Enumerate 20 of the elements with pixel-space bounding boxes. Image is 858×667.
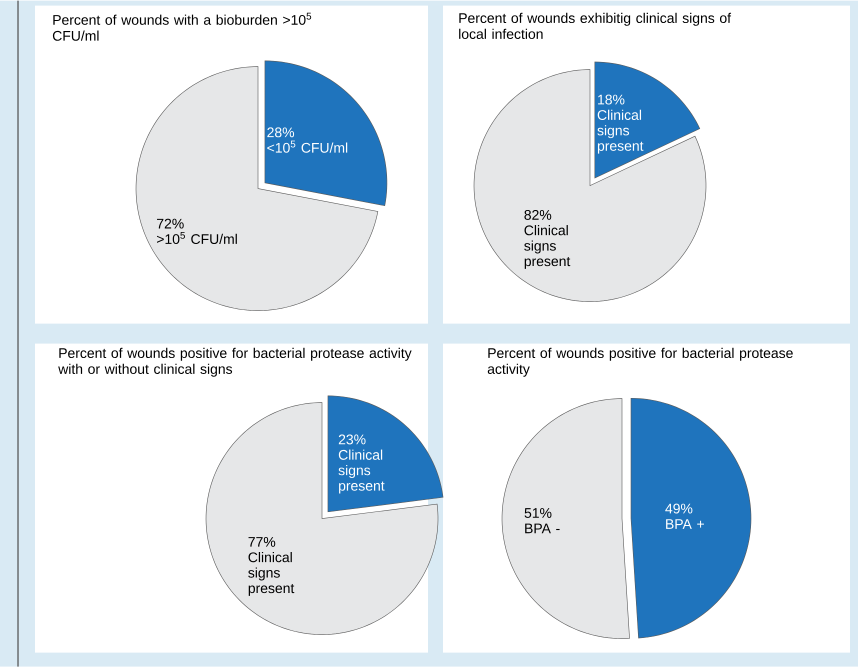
data-label: 49% (665, 504, 692, 514)
slice-label: Clinical signs present (248, 552, 294, 596)
data-label: 51% (524, 508, 552, 518)
data-label: 18% (598, 94, 624, 104)
slice-label: <10$^{5}$ CFU/ml (267, 140, 348, 153)
data-label: 28% (267, 127, 294, 138)
data-label: 82% (524, 210, 552, 220)
slice-label: >10$^{5}$ CFU/ml (156, 232, 237, 244)
slice-label: Clinical signs present (524, 224, 570, 269)
slice-label: Clinical signs present (597, 110, 644, 154)
data-label: 23% (338, 434, 366, 444)
data-label: 72% (157, 218, 184, 228)
slice-label: Clinical signs present (338, 449, 385, 494)
data-label: 77% (248, 536, 276, 547)
chart-title: Percent of wounds with a bioburden >10$^{5}$ CFU/ml (52, 12, 312, 41)
slice-label: BPA + (666, 519, 704, 529)
chart-title: Percent of wounds positive for bacterial protease activity with or without clinical signs (58, 348, 412, 377)
chart-title: Percent of wounds exhibitig clinical signs of local infection (459, 12, 732, 39)
slice-label: BPA - (525, 524, 560, 534)
chart-title: Percent of wounds positive for bacterial protease activity (488, 348, 793, 377)
